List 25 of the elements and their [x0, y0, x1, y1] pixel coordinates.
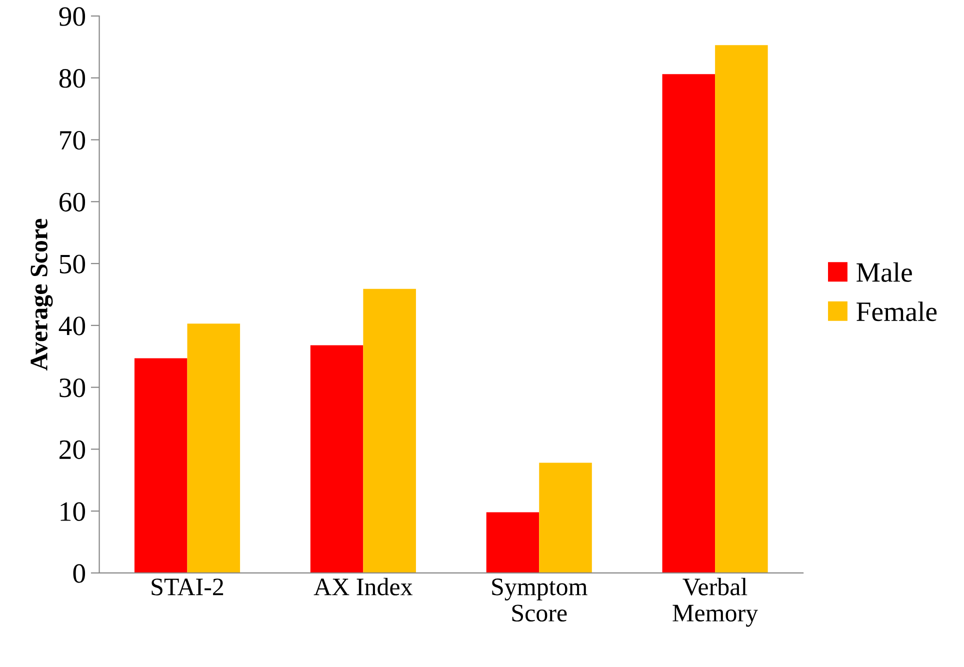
bar	[539, 462, 592, 573]
legend-label: Female	[856, 302, 937, 322]
bar	[310, 345, 364, 573]
y-tick-label: 70	[60, 130, 86, 150]
x-tick-label: STAI-2	[152, 578, 224, 596]
y-axis-title: Average Score	[30, 218, 53, 370]
x-tick-label: AX Index	[314, 578, 413, 596]
y-tick-label: 60	[60, 192, 86, 212]
bar	[715, 45, 768, 573]
y-tick-label: 0	[73, 564, 86, 583]
legend-label: Male	[856, 262, 912, 282]
y-tick-label: 80	[59, 69, 86, 88]
bar	[134, 358, 188, 573]
y-tick-label: 90	[59, 7, 86, 26]
x-tick-label: Verbal Memory	[672, 578, 758, 627]
bar	[486, 512, 540, 573]
x-tick-label: Symptom Score	[492, 578, 588, 622]
bar	[187, 324, 240, 573]
bar	[662, 74, 716, 573]
y-tick-label: 20	[60, 440, 86, 460]
bar	[363, 288, 416, 573]
y-tick-label: 10	[60, 502, 86, 521]
y-tick-label: 40	[58, 316, 86, 336]
y-tick-label: 50	[60, 254, 86, 274]
y-tick-label: 30	[60, 378, 86, 398]
